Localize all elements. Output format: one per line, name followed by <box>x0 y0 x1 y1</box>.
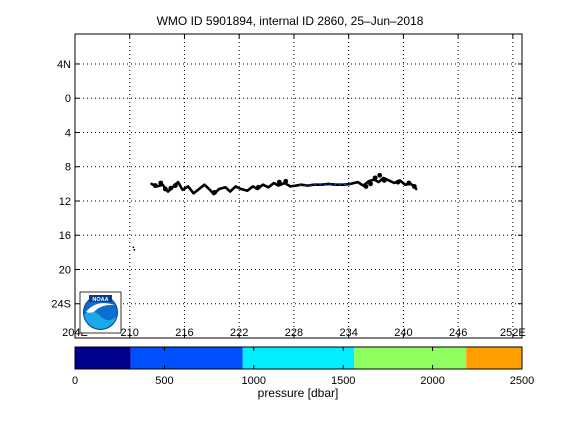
tick-label-lat: 12 <box>59 196 71 208</box>
figure-title: WMO ID 5901894, internal ID 2860, 25–Jun… <box>157 14 424 28</box>
map-border <box>74 33 523 339</box>
tick-label-lon: 216 <box>175 327 193 339</box>
track-point <box>372 175 378 181</box>
tick-label-lat: 4 <box>65 127 71 139</box>
colorbar-tick-label: 2000 <box>420 375 444 387</box>
track-point <box>283 178 289 184</box>
track-line <box>150 176 418 196</box>
track-point <box>406 180 412 186</box>
tick-label-lat: 20 <box>59 264 71 276</box>
track-point <box>363 184 369 189</box>
track-point <box>368 181 373 187</box>
colorbar-tick-label: 1000 <box>242 375 266 387</box>
pressure-colorbar: 0 500 1000 1500 2000 2500 pressure [dbar] <box>72 346 534 400</box>
stray-point <box>132 246 135 249</box>
track-point <box>395 179 401 185</box>
colorbar-tick-label: 0 <box>72 375 78 387</box>
colorbar-tick-label: 1500 <box>331 375 355 387</box>
track-point <box>255 184 261 190</box>
tick-label-lat: 4N <box>57 59 71 71</box>
track-point <box>168 185 174 191</box>
track-point <box>158 180 164 186</box>
track-point <box>377 172 383 178</box>
track-point <box>162 186 168 192</box>
track-deep-segment <box>299 183 351 187</box>
track-point <box>212 190 217 195</box>
colorbar-border <box>74 346 523 370</box>
colorbar-ticks: 0 500 1000 1500 2000 2500 <box>72 347 534 387</box>
colorbar-tick-label: 2500 <box>510 375 534 387</box>
track-point <box>381 178 387 183</box>
track-point <box>276 179 282 185</box>
track-point <box>411 184 417 189</box>
tick-label-lon: 252E <box>500 327 526 339</box>
colorbar-band <box>354 347 467 369</box>
tick-label-lon: 234 <box>339 327 357 339</box>
tick-label-lat: 24S <box>51 299 71 311</box>
tick-label-lat: 0 <box>65 93 71 105</box>
colorbar-band <box>130 347 243 369</box>
noaa-logo: NOAA <box>79 291 122 334</box>
axis-ticks: 204E 210 216 222 228 234 240 246 252E4N048121620… <box>51 34 526 339</box>
track-point <box>152 183 158 188</box>
tick-label-lat: 8 <box>65 162 71 174</box>
colorbar-band <box>466 347 522 369</box>
float-track <box>132 172 418 251</box>
tick-label-lat: 16 <box>59 230 71 242</box>
tick-label-lon: 246 <box>449 327 467 339</box>
colorbar-label: pressure [dbar] <box>258 386 339 400</box>
tick-label-lon: 228 <box>285 327 303 339</box>
track-point <box>172 183 178 188</box>
logo-text: NOAA <box>92 297 108 303</box>
colorbar-bands <box>75 347 522 369</box>
colorbar-band <box>75 347 131 369</box>
logo-text-band <box>89 295 112 302</box>
colorbar-band <box>242 347 355 369</box>
map-axes: 204E 210 216 222 228 234 240 246 252E4N048121620… <box>51 33 526 339</box>
tick-label-lon: 210 <box>121 327 139 339</box>
logo-wave <box>83 311 118 329</box>
stray-point <box>133 248 136 251</box>
logo-bird <box>86 303 115 313</box>
colorbar-tick-label: 500 <box>155 375 173 387</box>
tick-label-lon: 240 <box>394 327 412 339</box>
tick-label-lon: 222 <box>230 327 248 339</box>
